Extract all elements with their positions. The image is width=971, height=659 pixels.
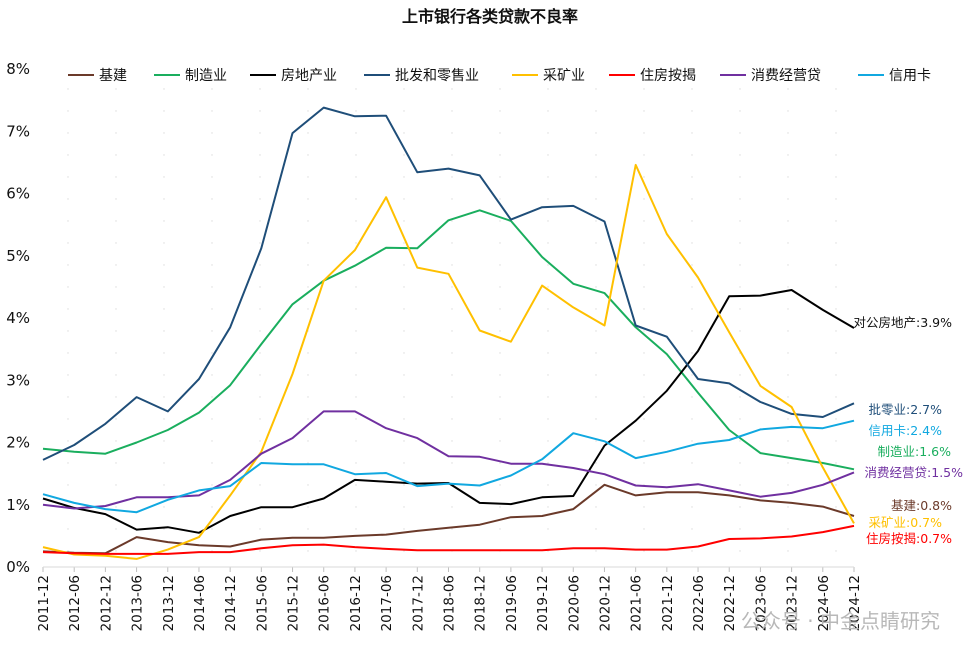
legend-label: 信用卡 xyxy=(889,68,931,84)
legend-label: 消费经营贷 xyxy=(751,68,821,84)
x-tick-label: 2019-06 xyxy=(504,575,520,631)
y-tick-label: 2% xyxy=(6,434,30,452)
x-tick-label: 2023-12 xyxy=(785,575,801,631)
series-line-批发和零售业 xyxy=(42,106,855,461)
x-tick-label: 2018-12 xyxy=(473,575,489,631)
x-axis: 2011-12 2012-06 2012-12 2013-06 2013-12 2014-… xyxy=(36,567,863,631)
x-tick-label: 2022-06 xyxy=(691,575,707,631)
legend-label: 批发和零售业 xyxy=(395,68,479,84)
y-tick-label: 4% xyxy=(6,309,30,327)
x-tick-label: 2021-06 xyxy=(629,575,645,631)
x-tick-label: 2017-12 xyxy=(410,575,426,631)
series-line-信用卡 xyxy=(42,419,855,514)
series-line-基建 xyxy=(42,483,855,555)
chart-title: 上市银行各类贷款不良率 xyxy=(402,7,578,26)
y-tick-label: 3% xyxy=(6,371,30,389)
series-line-消费经营贷 xyxy=(42,410,855,510)
x-tick-label: 2024-06 xyxy=(816,575,832,631)
legend-label: 住房按揭 xyxy=(640,68,696,84)
legend-label: 采矿业 xyxy=(543,68,585,84)
x-tick-label: 2011-12 xyxy=(36,575,52,631)
x-tick-label: 2020-12 xyxy=(597,575,613,631)
legend-label: 房地产业 xyxy=(281,68,337,84)
legend-label: 制造业 xyxy=(185,68,227,84)
end-labels: 基建:0.8% 制造业:1.6% 对公房地产:3.9% 批零业:2.7% 采矿业:0.7… xyxy=(854,315,964,546)
end-label: 采矿业:0.7% xyxy=(869,515,943,530)
legend-label: 基建 xyxy=(99,67,127,84)
x-tick-label: 2014-12 xyxy=(223,575,239,631)
x-tick-label: 2024-12 xyxy=(847,575,863,631)
end-label: 基建:0.8% xyxy=(891,498,952,513)
legend: 基建 制造业 房地产业 批发和零售业 采矿业 住房按揭 消费经营贷 信用卡 xyxy=(68,67,931,84)
x-tick-label: 2019-12 xyxy=(535,575,551,631)
series-line-制造业 xyxy=(42,209,855,471)
x-tick-label: 2013-06 xyxy=(130,575,146,631)
x-tick-label: 2023-06 xyxy=(753,575,769,631)
series-lines xyxy=(42,106,855,560)
end-label: 消费经营贷:1.5% xyxy=(865,465,964,480)
x-tick-label: 2017-06 xyxy=(379,575,395,631)
background-dot-pattern xyxy=(67,88,837,552)
y-tick-label: 5% xyxy=(6,247,30,265)
x-tick-label: 2014-06 xyxy=(192,575,208,631)
end-label: 批零业:2.7% xyxy=(869,402,943,417)
end-label: 对公房地产:3.9% xyxy=(854,315,953,330)
x-tick-label: 2021-12 xyxy=(660,575,676,631)
y-tick-label: 7% xyxy=(6,122,30,140)
x-tick-label: 2020-06 xyxy=(566,575,582,631)
end-label: 信用卡:2.4% xyxy=(869,423,943,438)
series-line-采矿业 xyxy=(42,163,855,560)
x-tick-label: 2015-12 xyxy=(286,575,302,631)
y-tick-label: 1% xyxy=(6,496,30,514)
y-tick-label: 6% xyxy=(6,185,30,203)
x-tick-label: 2012-12 xyxy=(98,575,114,631)
x-tick-label: 2022-12 xyxy=(722,575,738,631)
x-tick-label: 2012-06 xyxy=(67,575,83,631)
watermark-text: 公众号 · 中金点睛研究 xyxy=(741,609,940,633)
y-tick-label: 8% xyxy=(6,60,30,78)
x-tick-label: 2018-06 xyxy=(442,575,458,631)
x-tick-label: 2016-06 xyxy=(317,575,333,631)
x-tick-label: 2013-12 xyxy=(161,575,177,631)
y-axis: 0% 1% 2% 3% 4% 5% 6% 7% 8% xyxy=(6,60,30,576)
x-tick-label: 2016-12 xyxy=(348,575,364,631)
end-label: 住房按揭:0.7% xyxy=(866,531,952,546)
end-label: 制造业:1.6% xyxy=(878,444,952,459)
x-tick-label: 2015-06 xyxy=(254,575,270,631)
y-tick-label: 0% xyxy=(6,558,30,576)
series-line-住房按揭 xyxy=(42,524,855,555)
